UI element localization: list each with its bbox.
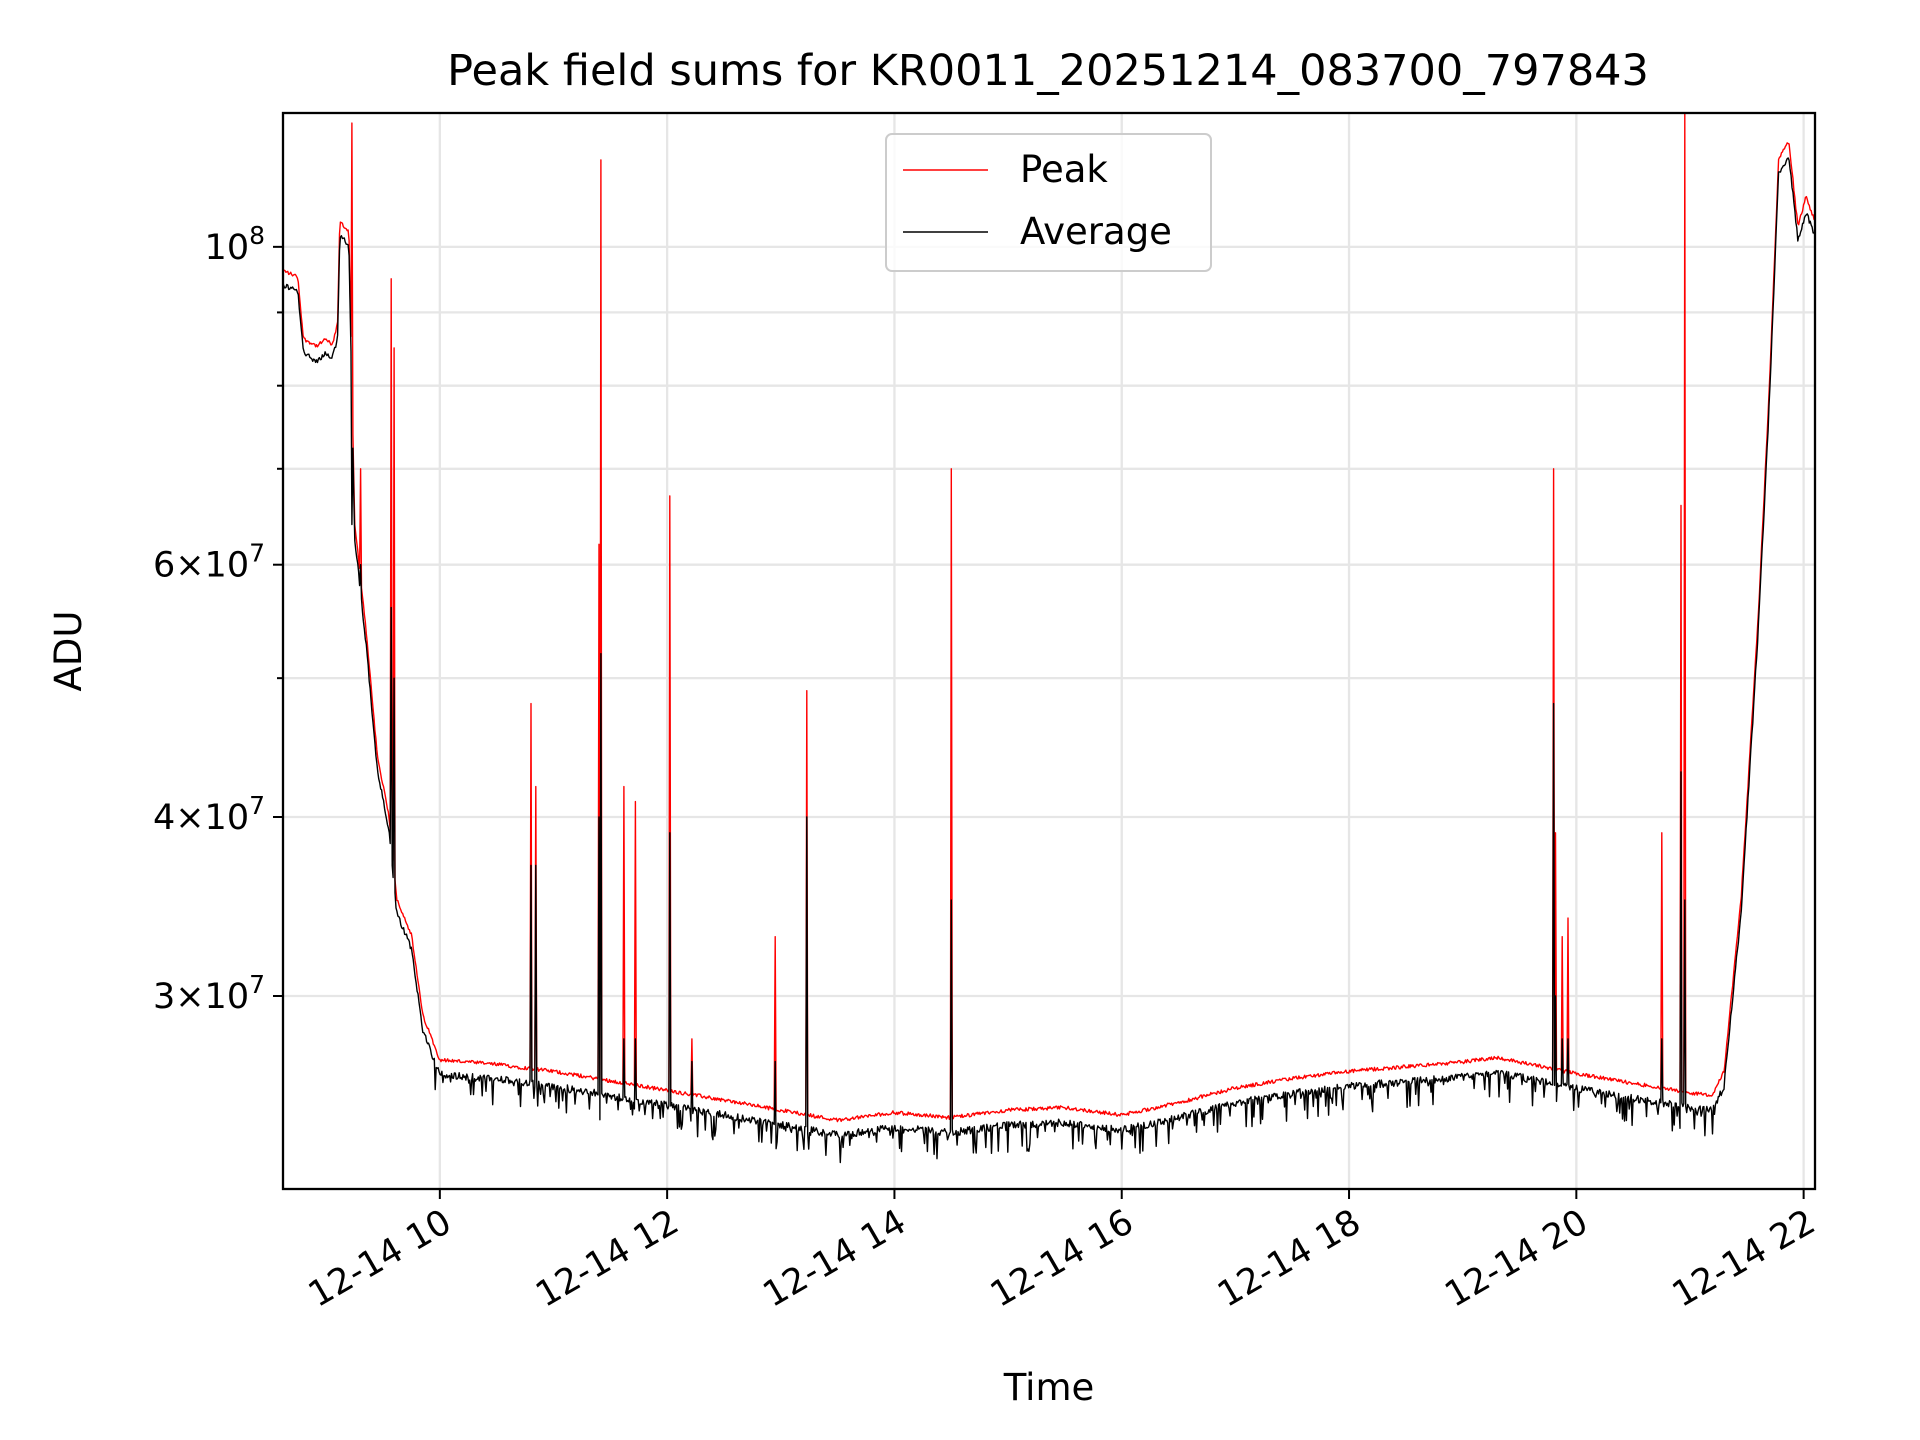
y-tick-label: 3×107: [153, 970, 265, 1017]
axes-frame: [281, 111, 1817, 1191]
y-tick-label: 4×107: [153, 791, 265, 838]
plot-area: [282, 112, 1816, 1164]
series-line-average: [282, 157, 1816, 1164]
x-axis-label: Time: [1003, 1366, 1095, 1409]
y-tick-label: 6×107: [153, 539, 265, 586]
series-line-peak: [282, 112, 1816, 1123]
y-axis-label: ADU: [47, 611, 90, 692]
legend: Peak Average: [885, 133, 1212, 272]
y-tick-label: 108: [205, 221, 265, 268]
legend-label-average: Average: [1020, 210, 1172, 253]
legend-label-peak: Peak: [1020, 148, 1108, 191]
legend-box: [885, 133, 1212, 272]
y-axis: 3×107 4×107 6×107 108: [153, 221, 283, 1017]
chart-title: Peak field sums for KR0011_20251214_0837…: [447, 46, 1649, 96]
